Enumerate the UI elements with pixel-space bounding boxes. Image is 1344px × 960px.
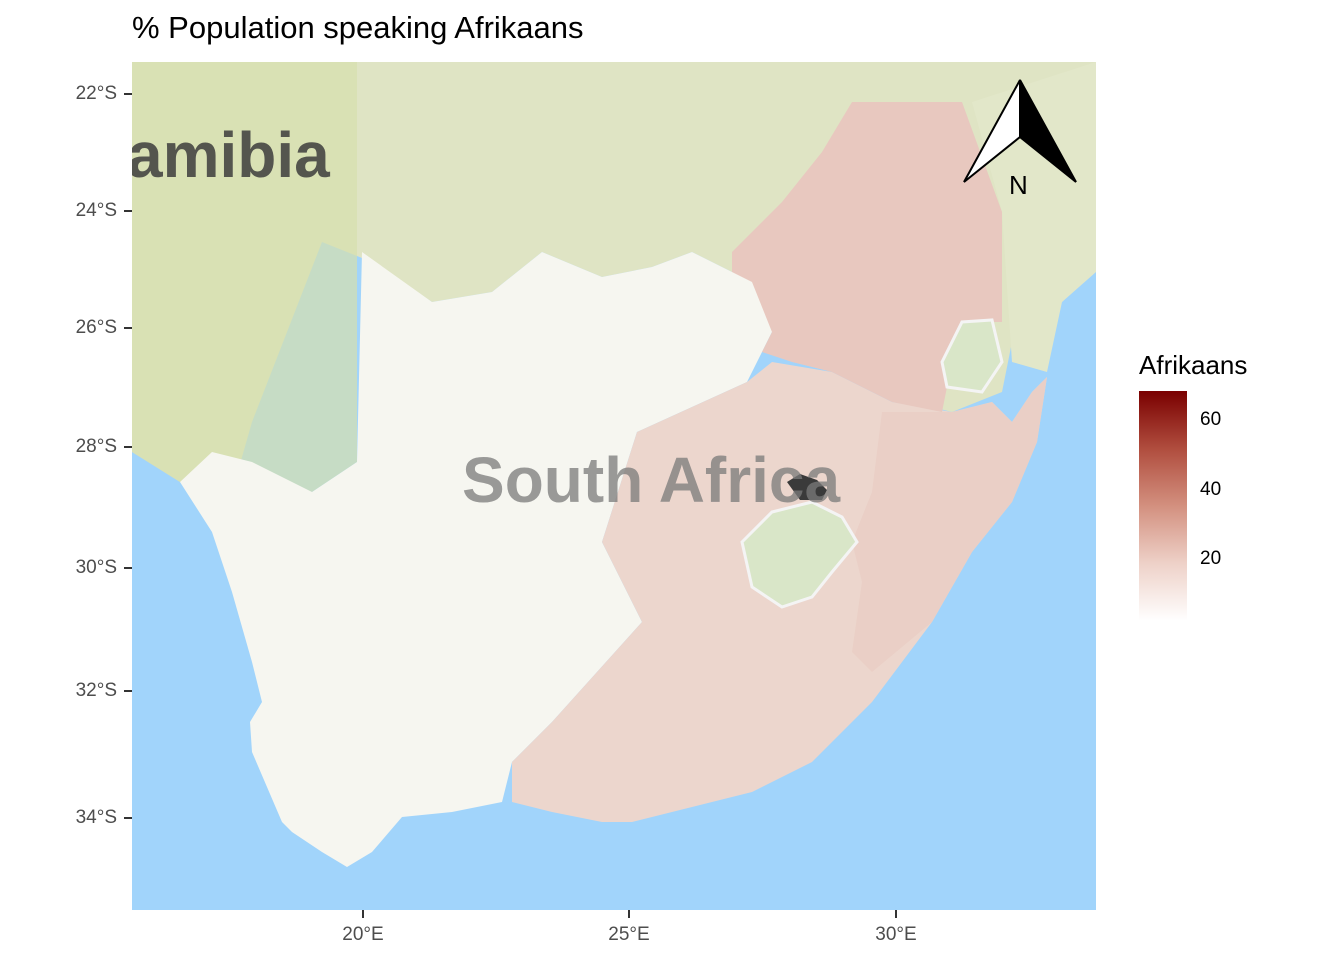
- y-tick-label: 22°S: [75, 83, 117, 104]
- legend-title: Afrikaans: [1139, 350, 1248, 380]
- y-tick-label: 32°S: [75, 680, 117, 701]
- north-arrow-label: N: [1009, 170, 1028, 200]
- map-label-namibia: amibia: [132, 119, 330, 191]
- region-north-east: [732, 102, 1002, 412]
- y-tick-label: 30°S: [75, 557, 117, 578]
- legend-label: 20: [1200, 548, 1222, 569]
- y-tick-label: 24°S: [75, 200, 117, 221]
- map-title: % Population speaking Afrikaans: [132, 10, 584, 45]
- legend-label: 60: [1200, 409, 1222, 430]
- x-tick-label: 30°E: [875, 924, 917, 945]
- x-tick-label: 20°E: [342, 924, 384, 945]
- lesotho-land: [740, 500, 859, 609]
- north-arrow: N: [963, 79, 1077, 200]
- region-highest-patch: [787, 474, 827, 500]
- namibia-tint: [132, 62, 357, 502]
- x-tick-label: 25°E: [608, 924, 650, 945]
- y-tick-label: 26°S: [75, 317, 117, 338]
- eswatini-land: [940, 318, 1004, 394]
- y-tick-label: 34°S: [75, 807, 117, 828]
- y-tick-label: 28°S: [75, 436, 117, 457]
- region-kzn: [852, 377, 1047, 672]
- map-label-south-africa: South Africa: [462, 444, 841, 516]
- legend-label: 40: [1200, 479, 1222, 500]
- map-svg: amibia South Africa N: [132, 62, 1096, 910]
- legend-colorbar: [1139, 391, 1187, 621]
- map-panel[interactable]: amibia South Africa N: [132, 62, 1096, 910]
- region-west: [180, 252, 802, 867]
